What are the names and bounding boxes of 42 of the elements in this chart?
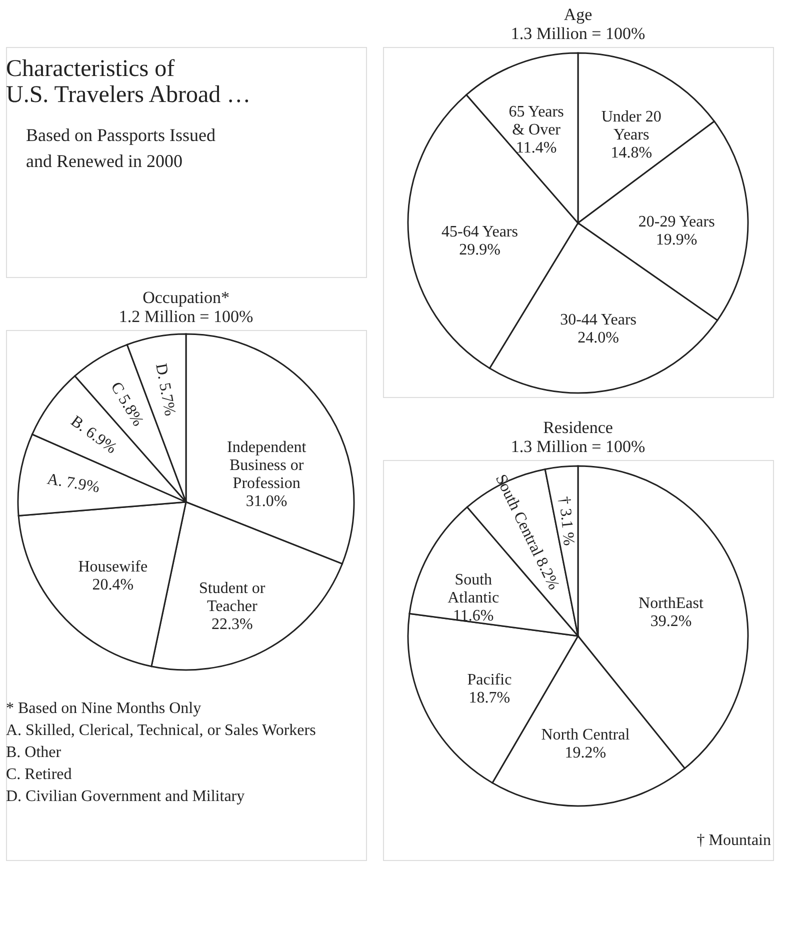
data-label: 19.9% — [656, 231, 698, 248]
slice-label: 20-29 Years — [638, 213, 715, 230]
text: † Mountain — [696, 832, 771, 849]
chart-title: Residence — [543, 418, 613, 437]
slice-label: B. 6.9% — [67, 412, 120, 458]
slice-label: 65 Years & Over — [508, 104, 564, 139]
slice-label: South Atlantic — [448, 571, 500, 606]
slice-label: 45-64 Years — [442, 223, 518, 240]
data-label: 39.2% — [650, 613, 692, 630]
slice-label: A. 7.9% — [46, 470, 101, 496]
data-label: 11.4% — [516, 140, 557, 157]
slice-label: NorthEast — [638, 595, 704, 612]
data-label: 19.2% — [564, 744, 606, 762]
slice-label: Housewife — [78, 558, 148, 576]
slice-label: 30-44 Years — [560, 311, 637, 328]
slice-label: † 3.1 % — [555, 496, 578, 546]
chart-subtitle: 1.3 Million = 100% — [510, 24, 646, 43]
slice-label: Student or Teacher — [199, 580, 266, 615]
data-label: 29.9% — [459, 241, 500, 258]
data-label: 20.4% — [92, 576, 134, 594]
data-label: 11.6% — [452, 607, 494, 624]
text: C. Retired — [6, 766, 72, 783]
data-label: 24.0% — [578, 329, 619, 346]
chart-title: Age — [564, 5, 592, 24]
text: A. Skilled, Clerical, Technical, or Sales Workers — [6, 722, 316, 739]
data-label: 31.0% — [246, 493, 288, 510]
slice-label: Under 20 Years — [601, 108, 662, 144]
text: B. Other — [6, 744, 62, 761]
text: D. Civilian Government and Military — [6, 788, 245, 805]
slice-label: North Central — [541, 726, 630, 744]
chart-subtitle: 1.2 Million = 100% — [118, 307, 254, 326]
chart-subtitle: 1.3 Million = 100% — [510, 437, 646, 456]
text: Based on Passports Issued and Renewed in 2000 — [26, 125, 216, 171]
slice-label: Pacific — [467, 671, 512, 688]
text: Characteristics of U.S. Travelers Abroad … — [6, 56, 251, 108]
data-label: 22.3% — [211, 616, 253, 633]
data-label: 14.8% — [610, 144, 652, 162]
data-label: 18.7% — [468, 689, 510, 706]
chart-title: Occupation* — [142, 288, 230, 307]
slice-label: Independent Business or Profession — [227, 439, 307, 492]
slice-label: D. 5.7% — [152, 362, 178, 418]
text: * Based on Nine Months Only — [6, 700, 202, 717]
